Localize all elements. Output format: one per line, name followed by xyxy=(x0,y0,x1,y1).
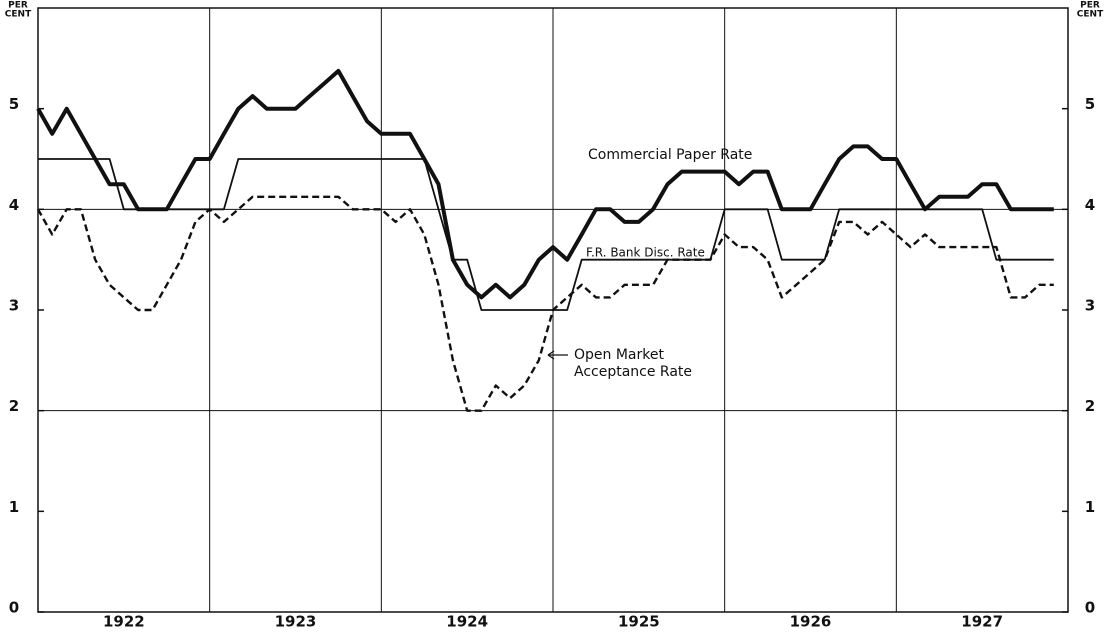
y2-tick-label: 3 xyxy=(1085,297,1095,315)
y-tick-label: 3 xyxy=(9,297,19,315)
series-line xyxy=(38,158,1054,311)
x-tick-label: 1923 xyxy=(275,613,317,631)
x-tick-label: 1922 xyxy=(103,613,145,631)
y-tick-label: 4 xyxy=(9,196,19,214)
x-tick-label: 1927 xyxy=(961,613,1003,631)
y2-tick-label: 2 xyxy=(1085,397,1095,415)
annotation: Open Market xyxy=(574,347,664,363)
series-line xyxy=(36,68,1054,300)
y2-tick-label: 1 xyxy=(1085,498,1095,516)
x-tick-label: 1924 xyxy=(446,613,488,631)
y-tick-label: 5 xyxy=(9,95,19,113)
annotation: Acceptance Rate xyxy=(574,364,692,380)
y2-tick-label: 0 xyxy=(1085,599,1095,617)
annotation: Commercial Paper Rate xyxy=(588,147,752,163)
y2-tick-label: 5 xyxy=(1085,95,1095,113)
y2-axis-label: PER xyxy=(1080,1,1100,11)
y-axis-label: CENT xyxy=(5,10,32,20)
x-tick-label: 1925 xyxy=(618,613,660,631)
x-tick-label: 1926 xyxy=(790,613,832,631)
series-line xyxy=(36,195,1054,412)
y2-tick-label: 4 xyxy=(1085,196,1095,214)
y-axis-label: PER xyxy=(8,1,28,11)
y-tick-label: 2 xyxy=(9,397,19,415)
y-tick-label: 1 xyxy=(9,498,19,516)
y2-axis-label: CENT xyxy=(1077,10,1104,20)
annotation: F.R. Bank Disc. Rate xyxy=(586,246,705,260)
arrow xyxy=(547,350,568,360)
y-tick-label: 0 xyxy=(9,599,19,617)
